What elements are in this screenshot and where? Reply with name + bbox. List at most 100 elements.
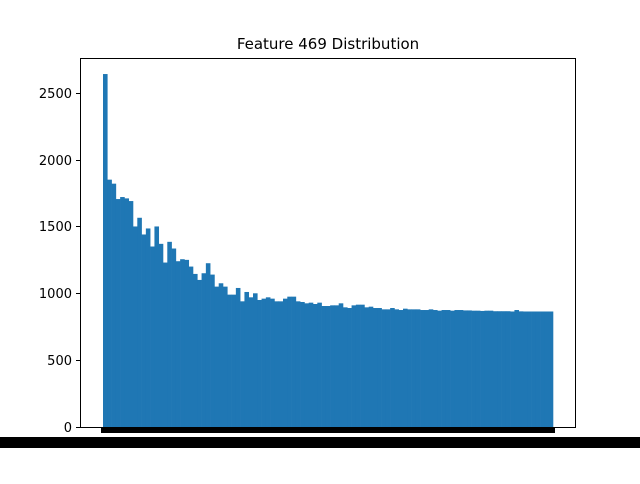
histogram-bar xyxy=(368,306,374,427)
histogram-bar xyxy=(317,302,322,427)
histogram-bar xyxy=(175,261,181,427)
histogram-bar xyxy=(111,183,117,427)
histogram-bar xyxy=(338,303,344,427)
histogram-bar xyxy=(137,217,142,427)
histogram-bar xyxy=(330,305,335,427)
histogram-bar xyxy=(141,234,147,427)
histogram-bar xyxy=(128,201,134,427)
histogram-bar xyxy=(308,302,314,427)
histogram-bar xyxy=(364,307,370,427)
chart-title: Feature 469 Distribution xyxy=(237,35,419,53)
histogram-bar xyxy=(248,297,254,427)
histogram-bar xyxy=(171,248,177,427)
histogram-bar xyxy=(471,310,477,427)
histogram-bar xyxy=(201,273,207,427)
y-tick-label: 1500 xyxy=(39,220,72,235)
histogram-bar xyxy=(527,311,532,427)
histogram-bar xyxy=(103,74,108,427)
histogram-bar xyxy=(184,259,190,427)
histogram-bar xyxy=(244,291,250,427)
histogram-bar xyxy=(163,262,168,427)
y-axis: 0 500 1000 1500 2000 2500 xyxy=(39,87,80,436)
histogram-bar xyxy=(458,310,464,427)
histogram-bar xyxy=(544,311,550,427)
histogram-bar xyxy=(403,308,408,427)
histogram-bar xyxy=(463,310,468,427)
histogram-bar xyxy=(120,197,125,427)
histogram-bar xyxy=(313,304,318,427)
histogram-bar xyxy=(227,294,232,427)
histogram-bar xyxy=(475,310,481,427)
histogram-bar xyxy=(514,310,520,427)
histogram-bar xyxy=(158,243,164,427)
histogram-bar xyxy=(488,310,494,427)
histogram-bar xyxy=(291,296,297,427)
histogram-bar xyxy=(295,301,301,427)
histogram-bar xyxy=(480,310,485,427)
histogram-bar xyxy=(535,311,541,427)
histogram-bar xyxy=(300,301,305,427)
histogram-bar xyxy=(197,279,202,427)
histogram-bar xyxy=(450,310,455,427)
histogram-bar xyxy=(343,307,348,427)
bars-group xyxy=(103,74,554,427)
histogram-bar xyxy=(240,301,245,427)
histogram-bar xyxy=(390,308,395,427)
y-tick-label: 1000 xyxy=(39,287,72,302)
histogram-bar xyxy=(287,296,292,427)
histogram-bar xyxy=(385,309,391,427)
histogram-bar xyxy=(261,298,267,427)
histogram-bar xyxy=(133,226,138,427)
histogram-bar xyxy=(265,297,271,427)
histogram-bar xyxy=(437,310,442,427)
histogram-bar xyxy=(304,303,310,427)
histogram-bar xyxy=(377,308,382,427)
y-tick-label: 500 xyxy=(47,354,72,369)
histogram-bar xyxy=(445,310,451,427)
histogram-bar xyxy=(210,274,215,427)
histogram-bar xyxy=(510,311,515,427)
histogram-bar xyxy=(497,311,502,427)
histogram-bar xyxy=(167,241,172,427)
histogram-bar xyxy=(145,228,151,427)
histogram-bar xyxy=(150,246,155,427)
histogram-bar xyxy=(523,311,528,427)
histogram-bar xyxy=(411,309,417,427)
histogram-bar xyxy=(548,311,554,427)
y-tick-label: 2500 xyxy=(39,87,72,102)
histogram-bar xyxy=(351,305,357,427)
histogram-bar xyxy=(270,298,275,427)
histogram-bar xyxy=(398,310,404,427)
histogram-bar xyxy=(355,304,361,427)
y-tick-label: 0 xyxy=(64,421,72,436)
x-axis-tick-label-band xyxy=(0,437,640,448)
histogram-bar xyxy=(505,311,511,427)
histogram-bar xyxy=(180,259,185,427)
x-axis-tick-mark-band xyxy=(101,427,555,433)
histogram-bar xyxy=(325,306,331,427)
histogram-bar xyxy=(253,293,258,427)
histogram-bar xyxy=(373,308,378,427)
histogram-bar xyxy=(441,310,447,427)
histogram-bar xyxy=(420,310,425,427)
histogram-bar xyxy=(321,306,327,427)
histogram-bar xyxy=(205,263,211,427)
histogram-bar xyxy=(454,310,460,427)
y-tick-label: 2000 xyxy=(39,154,72,169)
histogram-bar xyxy=(235,287,241,427)
histogram-bar xyxy=(231,294,237,427)
histogram-bar xyxy=(493,311,498,427)
histogram-bar xyxy=(531,311,537,427)
histogram-bar xyxy=(347,308,352,427)
histogram-bar xyxy=(283,298,288,427)
histogram-bar xyxy=(360,304,365,427)
histogram-bar xyxy=(501,311,507,427)
histogram-bar xyxy=(218,283,224,427)
histogram-bar xyxy=(381,309,387,427)
histogram-bar xyxy=(214,286,220,427)
histogram-bar xyxy=(154,226,160,427)
histogram-bar xyxy=(433,310,438,427)
histogram-bar xyxy=(124,198,130,427)
